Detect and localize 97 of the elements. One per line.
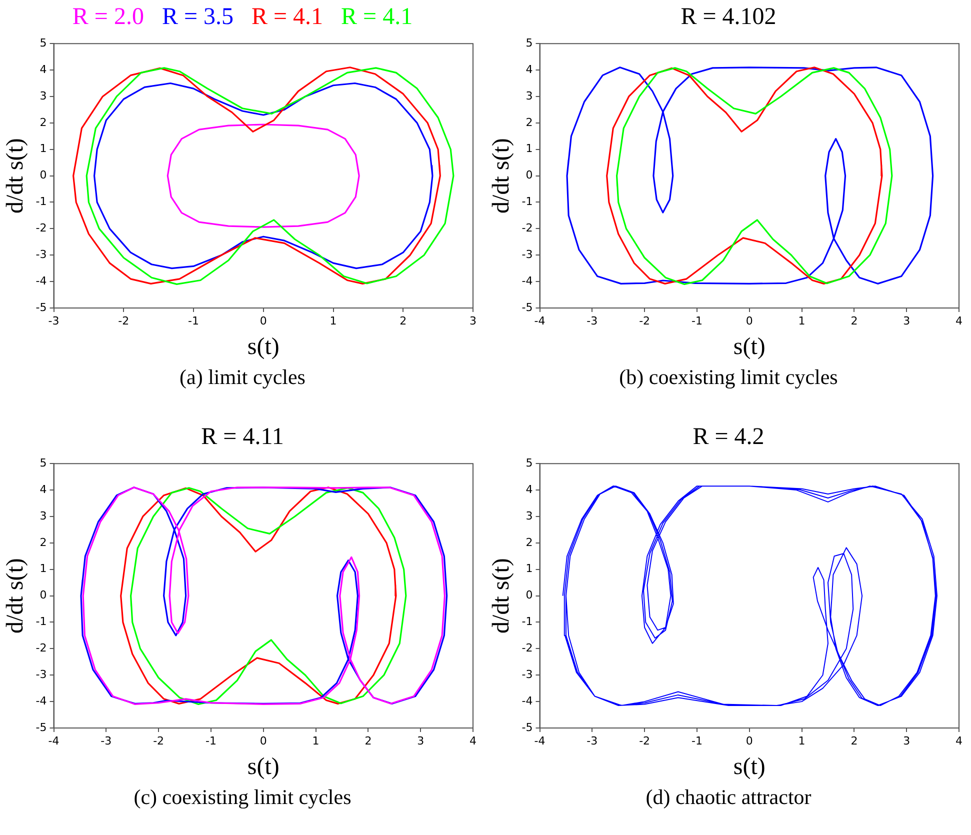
y-tick-label: -1 — [522, 195, 533, 208]
y-tick-label: 2 — [40, 116, 47, 129]
y-tick-label: -2 — [36, 642, 47, 655]
x-tick-label: 0 — [260, 734, 267, 748]
y-tick-label: 5 — [40, 456, 47, 470]
x-tick-label: -2 — [639, 734, 650, 748]
x-tick-label: -1 — [691, 314, 702, 328]
x-tick-label: -2 — [118, 314, 130, 328]
y-tick-label: 3 — [40, 509, 47, 522]
x-tick-label: 3 — [417, 734, 424, 748]
x-tick-label: 4 — [470, 734, 476, 748]
x-tick-label: 1 — [312, 734, 320, 748]
y-tick-label: 3 — [526, 89, 533, 102]
y-tick-label: -5 — [36, 300, 47, 314]
x-tick-label: 1 — [798, 314, 806, 328]
y-tick-label: 4 — [40, 482, 47, 496]
y-tick-label: 1 — [526, 142, 533, 156]
y-tick-label: 2 — [526, 536, 533, 549]
x-tick-label: -4 — [534, 314, 546, 328]
x-tick-label: -2 — [153, 734, 164, 748]
text: R = 3.5 — [162, 4, 234, 30]
y-tick-label: -3 — [36, 248, 47, 261]
x-tick-label: 0 — [260, 314, 267, 328]
y-tick-label: -1 — [36, 615, 47, 628]
y-tick-label: 5 — [40, 36, 47, 50]
x-tick-label: 2 — [400, 314, 407, 328]
x-tick-label: -1 — [188, 314, 199, 328]
y-tick-label: -2 — [522, 642, 533, 655]
text: R = 2.0 — [72, 4, 144, 30]
text: (c) coexisting limit cycles — [132, 784, 352, 810]
x-tick-label: 2 — [364, 734, 372, 748]
x-tick-label: 1 — [798, 734, 806, 748]
y-tick-label: 4 — [40, 62, 47, 76]
x-tick-label: -1 — [691, 734, 702, 748]
x-tick-label: -2 — [639, 314, 650, 328]
y-tick-label: -4 — [522, 274, 533, 288]
y-tick-label: -2 — [522, 222, 533, 235]
x-tick-label: -1 — [205, 734, 216, 748]
x-tick-label: 2 — [850, 734, 858, 748]
text: (b) coexisting limit cycles — [618, 364, 839, 390]
x-tick-label: 0 — [746, 314, 753, 328]
x-tick-label: 1 — [330, 314, 337, 328]
x-tick-label: 2 — [850, 314, 858, 328]
y-tick-label: -1 — [36, 195, 47, 208]
x-tick-label: 3 — [903, 734, 910, 748]
y-tick-label: -5 — [36, 720, 47, 734]
y-tick-label: 1 — [526, 562, 533, 576]
y-tick-label: 2 — [40, 536, 47, 549]
x-axis-title: s(t) — [733, 334, 766, 360]
y-tick-label: -3 — [522, 248, 533, 261]
y-tick-label: -4 — [36, 274, 47, 288]
y-axis-title: d/dt s(t) — [488, 138, 515, 214]
x-tick-label: 4 — [956, 734, 962, 748]
y-tick-label: 0 — [40, 168, 47, 182]
y-tick-label: 0 — [526, 588, 533, 602]
series-label: R = 4.1 — [341, 4, 413, 30]
y-tick-label: -5 — [522, 720, 533, 734]
y-tick-label: -1 — [522, 615, 533, 628]
y-tick-label: 0 — [40, 588, 47, 602]
y-tick-label: 1 — [40, 142, 47, 156]
y-tick-label: -2 — [36, 222, 47, 235]
x-tick-label: -3 — [48, 314, 60, 328]
y-tick-label: 3 — [40, 89, 47, 102]
x-tick-label: 0 — [746, 734, 753, 748]
y-tick-label: -3 — [36, 668, 47, 681]
y-tick-label: -4 — [36, 694, 47, 708]
x-tick-label: 3 — [903, 314, 910, 328]
y-tick-label: 4 — [526, 62, 533, 76]
x-tick-label: -4 — [534, 734, 546, 748]
y-axis-title: d/dt s(t) — [2, 558, 29, 634]
x-tick-label: -4 — [48, 734, 60, 748]
y-axis-title: d/dt s(t) — [2, 138, 29, 214]
x-tick-label: -3 — [100, 734, 112, 748]
y-tick-label: 3 — [526, 509, 533, 522]
y-tick-label: 2 — [526, 116, 533, 129]
y-tick-label: 1 — [40, 562, 47, 576]
y-tick-label: 4 — [526, 482, 533, 496]
x-tick-label: 3 — [470, 314, 476, 328]
x-tick-label: 4 — [956, 314, 962, 328]
series-label: R = 4.1 — [252, 4, 324, 30]
chart-title: R = 4.11 — [200, 423, 285, 452]
text: (a) limit cycles — [178, 364, 306, 390]
x-axis-title: s(t) — [733, 754, 766, 780]
y-tick-label: 0 — [526, 168, 533, 182]
y-tick-label: 5 — [526, 456, 533, 470]
x-axis-title: s(t) — [247, 754, 280, 780]
y-tick-label: 5 — [526, 36, 533, 50]
text: (d) chaotic attractor — [644, 784, 812, 810]
y-tick-label: -4 — [522, 694, 533, 708]
x-tick-label: -3 — [586, 314, 598, 328]
y-tick-label: -5 — [522, 300, 533, 314]
y-axis-title: d/dt s(t) — [488, 558, 515, 634]
y-tick-label: -3 — [522, 668, 533, 681]
chart-title: R = 4.2 — [692, 423, 766, 452]
x-axis-title: s(t) — [247, 334, 280, 360]
x-tick-label: -3 — [586, 734, 598, 748]
chart-title: R = 4.102 — [680, 3, 778, 32]
